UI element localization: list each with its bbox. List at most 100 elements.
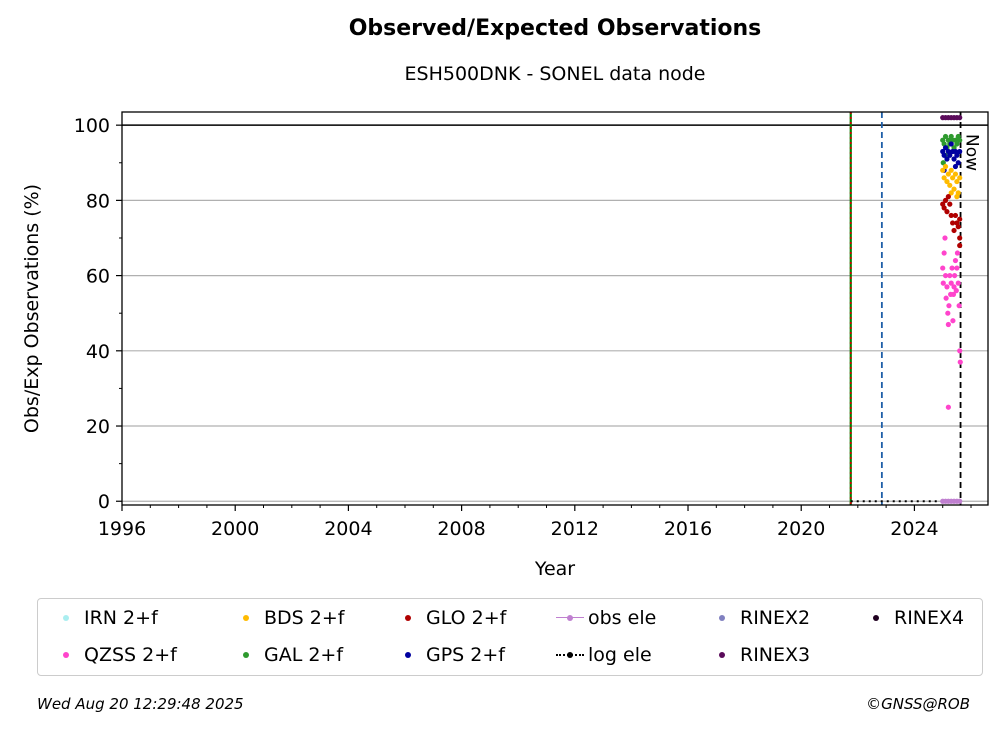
data-point bbox=[957, 242, 963, 249]
credit-footer: ©GNSS@ROB bbox=[866, 695, 970, 713]
data-series bbox=[940, 115, 963, 504]
data-point bbox=[954, 152, 960, 158]
data-point bbox=[957, 216, 963, 222]
plot-frame bbox=[121, 111, 989, 506]
data-point bbox=[952, 272, 958, 279]
data-point bbox=[941, 205, 947, 211]
data-point bbox=[954, 265, 960, 271]
y-tick-label: 40 bbox=[86, 341, 110, 363]
legend-item-qzss-2-f: QZSS 2+f bbox=[52, 644, 177, 666]
legend-marker bbox=[862, 608, 890, 628]
legend-marker bbox=[556, 645, 584, 665]
data-point bbox=[956, 303, 962, 309]
data-point bbox=[953, 288, 959, 294]
legend-marker bbox=[52, 645, 80, 665]
timestamp-footer: Wed Aug 20 12:29:48 2025 bbox=[37, 695, 244, 713]
data-point bbox=[949, 265, 955, 271]
legend-item-gps-2-f: GPS 2+f bbox=[394, 644, 505, 666]
data-point bbox=[941, 250, 947, 256]
data-point bbox=[948, 141, 954, 147]
data-point bbox=[951, 156, 957, 162]
data-point bbox=[947, 152, 953, 158]
data-point bbox=[940, 160, 946, 166]
data-point bbox=[942, 133, 949, 140]
data-point bbox=[951, 284, 957, 290]
data-point bbox=[955, 224, 961, 230]
legend-item-bds-2-f: BDS 2+f bbox=[232, 607, 344, 629]
data-point bbox=[952, 171, 959, 177]
data-point bbox=[948, 167, 954, 173]
data-point bbox=[955, 160, 961, 166]
chart-legend: IRN 2+f QZSS 2+f BDS 2+f GAL 2+f GLO 2+f GPS … bbox=[37, 598, 983, 676]
data-point bbox=[951, 227, 957, 234]
chart-title: Observed/Expected Observations bbox=[348, 16, 762, 41]
x-tick-label: 2008 bbox=[437, 518, 485, 540]
data-point bbox=[954, 178, 960, 185]
series-bds-2-f bbox=[940, 163, 963, 200]
data-point bbox=[940, 280, 946, 286]
legend-marker bbox=[232, 645, 260, 665]
series-gps-2-f bbox=[940, 141, 963, 173]
legend-marker bbox=[52, 608, 80, 628]
y-tick-label: 100 bbox=[74, 115, 110, 137]
observations-chart: 0 20 40 60 80 100 1996 2000 2004 2008 2012 2016 2020… bbox=[21, 111, 989, 580]
y-tick-label: 80 bbox=[86, 190, 110, 212]
data-point bbox=[948, 190, 954, 196]
data-point bbox=[948, 212, 954, 219]
data-point bbox=[955, 280, 961, 286]
data-point bbox=[945, 310, 951, 316]
data-point bbox=[941, 175, 947, 181]
legend-marker bbox=[394, 645, 422, 665]
legend-label: RINEX4 bbox=[894, 607, 965, 629]
legend-label: GLO 2+f bbox=[426, 607, 507, 629]
data-point bbox=[957, 175, 963, 181]
legend-marker bbox=[232, 608, 260, 628]
data-point bbox=[945, 194, 951, 200]
data-point bbox=[947, 201, 953, 207]
legend-item-glo-2-f: GLO 2+f bbox=[394, 607, 506, 629]
legend-item-rinex3: RINEX3 bbox=[708, 644, 810, 666]
x-tick-label: 2020 bbox=[777, 518, 825, 540]
axes: 0 20 40 60 80 100 1996 2000 2004 2008 2012 2016 2020… bbox=[74, 111, 989, 540]
x-tick-label: 2012 bbox=[551, 518, 599, 540]
data-point bbox=[950, 291, 957, 297]
data-point bbox=[950, 175, 956, 181]
x-tick-label: 1996 bbox=[98, 518, 146, 540]
data-point bbox=[950, 220, 956, 226]
legend-item-obs-ele: obs ele bbox=[556, 607, 656, 629]
y-tick-label: 0 bbox=[98, 491, 110, 513]
data-point bbox=[957, 348, 963, 354]
y-tick-label: 20 bbox=[86, 416, 110, 438]
data-point bbox=[942, 272, 949, 279]
legend-item-rinex4: RINEX4 bbox=[862, 607, 964, 629]
legend-label: IRN 2+f bbox=[84, 607, 158, 629]
data-point bbox=[943, 295, 949, 301]
y-tick-label: 60 bbox=[86, 266, 110, 288]
data-point bbox=[952, 257, 959, 264]
legend-marker bbox=[556, 608, 584, 628]
x-tick-label: 2016 bbox=[664, 518, 712, 540]
x-tick-label: 2000 bbox=[211, 518, 259, 540]
x-tick-label: 2024 bbox=[890, 518, 938, 540]
data-point bbox=[947, 182, 953, 188]
legend-label: RINEX3 bbox=[740, 644, 811, 666]
data-point bbox=[957, 359, 963, 365]
data-point bbox=[957, 148, 963, 155]
data-point bbox=[951, 186, 957, 192]
y-axis-label: Obs/Exp Observations (%) bbox=[21, 184, 43, 433]
data-point bbox=[942, 235, 948, 241]
data-point bbox=[950, 318, 956, 324]
data-point bbox=[957, 115, 963, 121]
legend-item-irn-2-f: IRN 2+f bbox=[52, 607, 158, 629]
data-point bbox=[952, 163, 959, 170]
data-point bbox=[954, 141, 960, 147]
data-point bbox=[954, 194, 960, 200]
legend-marker bbox=[394, 608, 422, 628]
legend-label: obs ele bbox=[588, 607, 657, 629]
data-point bbox=[954, 250, 961, 256]
data-point bbox=[940, 265, 946, 271]
data-point bbox=[945, 321, 951, 328]
legend-item-gal-2-f: GAL 2+f bbox=[232, 644, 343, 666]
data-point bbox=[942, 145, 949, 151]
legend-label: BDS 2+f bbox=[264, 607, 345, 629]
